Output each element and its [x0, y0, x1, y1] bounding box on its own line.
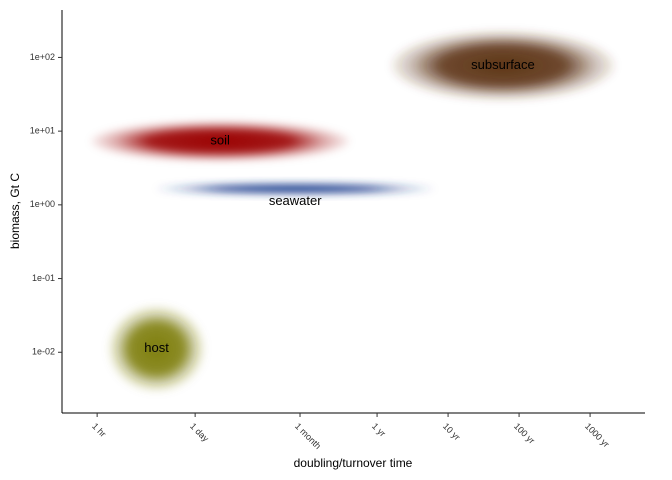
- x-tick-label: 10 yr: [441, 421, 462, 442]
- x-tick-label: 1000 yr: [583, 421, 611, 449]
- density-blob: [390, 30, 616, 101]
- series-label: host: [144, 340, 169, 355]
- y-axis-label: biomass, Gt C: [8, 173, 22, 249]
- y-tick-label: 1e+02: [30, 52, 55, 62]
- y-tick-label: 1e+01: [30, 126, 55, 136]
- density-blob: [155, 182, 436, 195]
- x-tick-label: 1 month: [293, 421, 323, 451]
- series-label: soil: [210, 133, 230, 148]
- x-axis-label: doubling/turnover time: [294, 456, 413, 470]
- x-tick-label: 1 day: [188, 421, 211, 444]
- x-tick-label: 100 yr: [512, 421, 537, 446]
- series-label: subsurface: [471, 57, 535, 72]
- y-tick-label: 1e+00: [30, 199, 55, 209]
- series-label: seawater: [269, 193, 322, 208]
- y-tick-label: 1e-02: [32, 347, 55, 357]
- density-blob: [108, 305, 205, 392]
- density-blob: [90, 121, 351, 162]
- x-tick-label: 1 hr: [90, 421, 108, 439]
- x-tick-label: 1 yr: [370, 421, 388, 439]
- y-tick-label: 1e-01: [32, 273, 55, 283]
